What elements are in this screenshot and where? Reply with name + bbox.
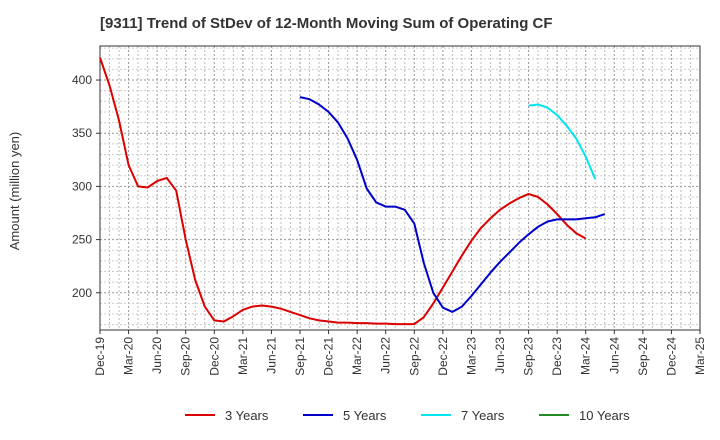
x-tick-label: Mar-25 (693, 337, 707, 375)
y-tick-label: 300 (72, 179, 92, 193)
series-line-3-years (99, 57, 587, 326)
plot-area: 200 250 300 350 400 Dec-19 Mar-20 Jun-20 Sep-20 D… (72, 45, 707, 376)
x-tick-label: Jun-21 (264, 337, 278, 374)
y-tick-label: 250 (72, 233, 92, 247)
legend-label: 10 Years (579, 408, 630, 423)
x-tick-label: Jun-24 (607, 337, 621, 374)
legend-label: 7 Years (461, 408, 505, 423)
x-tick-label: Dec-20 (207, 337, 221, 376)
legend-label: 3 Years (225, 408, 269, 423)
x-tick-label: Sep-20 (179, 337, 193, 376)
series-line-7-years (528, 103, 597, 180)
x-tick-label: Mar-23 (464, 337, 478, 375)
x-tick-label: Dec-21 (322, 337, 336, 376)
x-tick-label: Jun-23 (493, 337, 507, 374)
x-tick-label: Mar-24 (579, 337, 593, 375)
plot-frame (99, 45, 701, 331)
x-tick-label: Sep-21 (293, 337, 307, 376)
x-tick-label: Jun-22 (379, 337, 393, 374)
legend: 3 Years 5 Years 7 Years 10 Years (185, 408, 630, 423)
y-tick-label: 200 (72, 286, 92, 300)
legend-label: 5 Years (343, 408, 387, 423)
x-tick-label: Dec-23 (550, 337, 564, 376)
series-line-5-years (299, 96, 606, 313)
x-tick-label: Sep-24 (636, 337, 650, 376)
x-tick-label: Sep-22 (407, 337, 421, 376)
y-tick-label: 400 (72, 73, 92, 87)
x-tick-label: Dec-22 (436, 337, 450, 376)
chart-title: [9311] Trend of StDev of 12-Month Moving… (100, 15, 553, 32)
x-tick-label: Dec-19 (93, 337, 107, 376)
x-tick-label: Mar-20 (122, 337, 136, 375)
y-axis-label: Amount (million yen) (7, 132, 22, 251)
x-tick-label: Dec-24 (664, 337, 678, 376)
x-tick-label: Mar-22 (350, 337, 364, 375)
y-tick-label: 350 (72, 126, 92, 140)
x-tick-label: Mar-21 (236, 337, 250, 375)
x-tick-label: Jun-20 (150, 337, 164, 374)
x-tick-label: Sep-23 (522, 337, 536, 376)
